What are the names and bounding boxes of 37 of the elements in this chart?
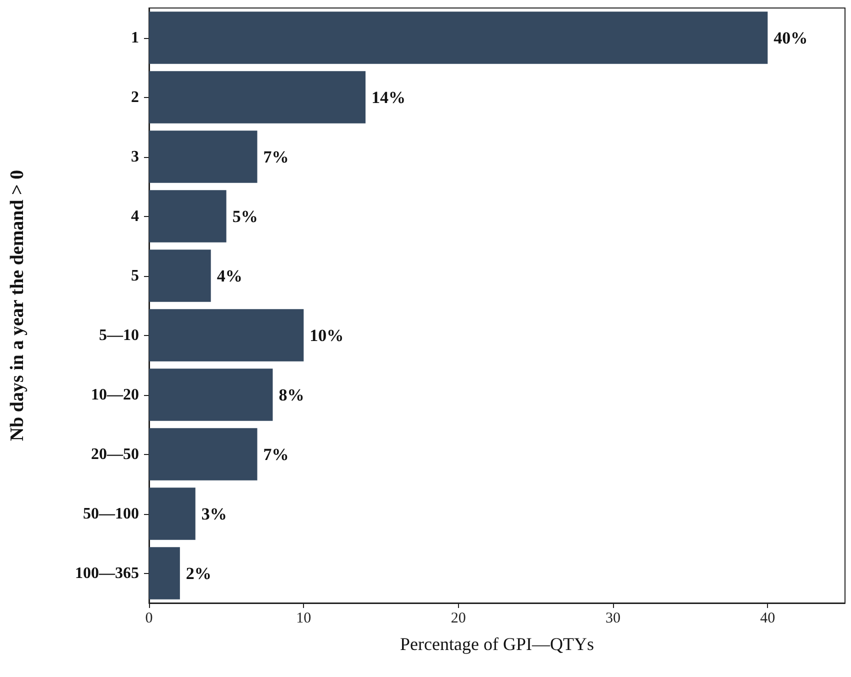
bar	[149, 368, 273, 421]
data-label: 2%	[186, 564, 212, 583]
y-tick-label: 5	[131, 267, 139, 284]
bar	[149, 488, 196, 540]
bar	[149, 250, 211, 302]
data-label: 14%	[372, 88, 406, 107]
bar	[149, 12, 768, 64]
y-axis-title: Nb days in a year the demand > 0	[7, 170, 28, 442]
y-tick-label: 4	[131, 208, 139, 225]
bar	[149, 130, 258, 183]
data-label: 8%	[278, 385, 304, 404]
data-label: 7%	[263, 147, 289, 166]
x-tick-label: 40	[760, 610, 776, 626]
x-axis-title: Percentage of GPI—QTYs	[400, 634, 594, 654]
y-tick-label: 1	[131, 29, 139, 46]
bar	[149, 71, 366, 124]
y-tick-label: 100—365	[75, 564, 139, 582]
bar	[149, 547, 180, 600]
bar	[149, 428, 258, 480]
x-tick-label: 30	[606, 610, 620, 626]
x-tick-label: 0	[145, 610, 153, 626]
data-label: 40%	[774, 28, 808, 48]
x-tick-label: 20	[450, 610, 466, 626]
y-tick-label: 20—50	[91, 446, 139, 463]
data-label: 7%	[263, 444, 289, 464]
y-tick-label: 50—100	[83, 505, 139, 522]
bar	[149, 309, 304, 362]
data-label: 3%	[201, 504, 227, 524]
x-tick-label: 10	[296, 610, 312, 626]
bar	[149, 190, 226, 242]
y-tick-label: 5—10	[99, 326, 139, 344]
data-label: 4%	[216, 266, 242, 286]
y-tick-label: 2	[131, 88, 139, 106]
data-label: 10%	[310, 326, 344, 345]
y-tick-label: 10—20	[91, 386, 139, 404]
y-tick-label: 3	[131, 148, 139, 166]
data-label: 5%	[232, 206, 258, 226]
